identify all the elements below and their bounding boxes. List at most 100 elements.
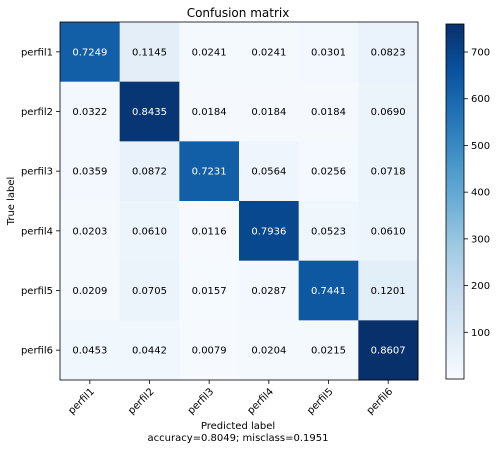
- y-axis-label: True label: [6, 177, 17, 227]
- x-tick-label: perfil6: [365, 386, 395, 416]
- matrix-cell: [358, 201, 419, 262]
- y-tick-label: perfil5: [21, 286, 53, 297]
- cell-value-label: 0.0184: [192, 107, 227, 118]
- matrix-cell: [179, 320, 240, 381]
- matrix-cell: [358, 141, 419, 202]
- y-tick-label: perfil1: [21, 47, 53, 58]
- matrix-cell: [60, 201, 121, 262]
- x-tick-label: perfil5: [305, 386, 335, 416]
- matrix-cell: [119, 320, 180, 381]
- cell-value-label: 0.1201: [371, 286, 406, 297]
- cell-value-label: 0.0241: [251, 47, 286, 58]
- cell-value-label: 0.0301: [311, 47, 346, 58]
- cell-value-label: 0.0610: [371, 226, 406, 237]
- cell-value-label: 0.0204: [251, 346, 286, 357]
- cell-value-label: 0.0256: [311, 167, 346, 178]
- matrix-cell: [179, 22, 240, 83]
- y-tick-label: perfil3: [21, 167, 53, 178]
- matrix-cell: [239, 320, 300, 381]
- cell-value-label: 0.0116: [192, 226, 227, 237]
- matrix-cell: [119, 81, 180, 142]
- matrix-cell: [239, 22, 300, 83]
- matrix-cell: [298, 201, 359, 262]
- matrix-cell: [239, 201, 300, 262]
- cell-value-label: 0.7231: [192, 167, 227, 178]
- matrix-cell: [119, 201, 180, 262]
- cell-value-label: 0.0610: [132, 226, 167, 237]
- matrix-cells: [60, 22, 419, 381]
- matrix-cell: [179, 260, 240, 321]
- matrix-cell: [239, 260, 300, 321]
- cell-value-label: 0.0079: [192, 346, 227, 357]
- matrix-cell: [60, 260, 121, 321]
- cell-value-label: 0.0718: [371, 167, 406, 178]
- x-axis-ticks: perfil1 perfil2 perfil3 perfil4 perfil5 perfi…: [67, 380, 395, 417]
- y-tick-label: perfil4: [21, 226, 53, 237]
- cell-value-label: 0.0203: [72, 226, 107, 237]
- cell-value-label: 0.0823: [371, 47, 406, 58]
- cell-value-label: 0.0215: [311, 346, 346, 357]
- cell-value-label: 0.0157: [192, 286, 227, 297]
- colorbar-tick-label: 600: [471, 94, 490, 105]
- matrix-cell: [358, 22, 419, 83]
- matrix-cell: [358, 320, 419, 381]
- y-tick-label: perfil2: [21, 107, 53, 118]
- chart-title: Confusion matrix: [187, 6, 290, 20]
- x-tick-label: perfil3: [186, 386, 216, 416]
- colorbar-ticks: 100 200 300 400 500 600 700: [464, 48, 490, 339]
- colorbar-tick-label: 400: [471, 188, 490, 199]
- matrix-cell: [239, 141, 300, 202]
- x-tick-label: perfil4: [246, 386, 276, 416]
- cell-value-label: 0.7249: [72, 47, 107, 58]
- cell-value-label: 0.0241: [192, 47, 227, 58]
- matrix-cell: [298, 81, 359, 142]
- matrix-cell: [179, 201, 240, 262]
- matrix-cell: [298, 260, 359, 321]
- cell-value-label: 0.0322: [72, 107, 107, 118]
- cell-value-label: 0.7441: [311, 286, 346, 297]
- matrix-cell: [119, 141, 180, 202]
- cell-value-label: 0.8607: [371, 346, 406, 357]
- matrix-cell: [239, 81, 300, 142]
- cell-value-label: 0.0872: [132, 167, 167, 178]
- cell-value-label: 0.1145: [132, 47, 167, 58]
- matrix-cell: [60, 81, 121, 142]
- cell-value-label: 0.0564: [251, 167, 286, 178]
- matrix-cell: [298, 141, 359, 202]
- matrix-cell: [298, 22, 359, 83]
- colorbar-tick-label: 500: [471, 141, 490, 152]
- cell-value-label: 0.0184: [311, 107, 346, 118]
- colorbar-tick-label: 200: [471, 281, 490, 292]
- plot-frame: [59, 21, 419, 381]
- cell-value-label: 0.0442: [132, 346, 167, 357]
- cell-value-label: 0.0184: [251, 107, 286, 118]
- colorbar-tick-label: 100: [471, 328, 490, 339]
- cell-value-label: 0.0209: [72, 286, 107, 297]
- colorbar-tick-label: 700: [471, 48, 490, 59]
- x-tick-label: perfil2: [126, 386, 156, 416]
- matrix-cell: [179, 81, 240, 142]
- matrix-cell: [358, 260, 419, 321]
- cell-value-label: 0.0523: [311, 226, 346, 237]
- cell-value-label: 0.0705: [132, 286, 167, 297]
- y-tick-label: perfil6: [21, 346, 53, 357]
- cell-value-label: 0.0690: [371, 107, 406, 118]
- cell-value-label: 0.8435: [132, 107, 167, 118]
- cell-value-label: 0.0359: [72, 167, 107, 178]
- x-axis-label: Predicted label: [201, 421, 275, 432]
- matrix-cell: [179, 141, 240, 202]
- matrix-cell: [119, 260, 180, 321]
- colorbar-tick-label: 300: [471, 234, 490, 245]
- cell-value-label: 0.0287: [251, 286, 286, 297]
- accuracy-footer: accuracy=0.8049; misclass=0.1951: [148, 433, 329, 444]
- matrix-cell: [60, 320, 121, 381]
- matrix-cell: [298, 320, 359, 381]
- matrix-cell: [358, 81, 419, 142]
- cell-value-label: 0.0453: [72, 346, 107, 357]
- cell-value-label: 0.7936: [251, 226, 286, 237]
- matrix-cell-labels: 0.7249 0.1145 0.0241 0.0241 0.0301 0.0823 0.03…: [72, 47, 405, 356]
- colorbar: [445, 23, 465, 380]
- matrix-cell: [60, 22, 121, 83]
- y-axis-ticks: perfil1 perfil2 perfil3 perfil4 perfil5 perfi…: [21, 47, 60, 357]
